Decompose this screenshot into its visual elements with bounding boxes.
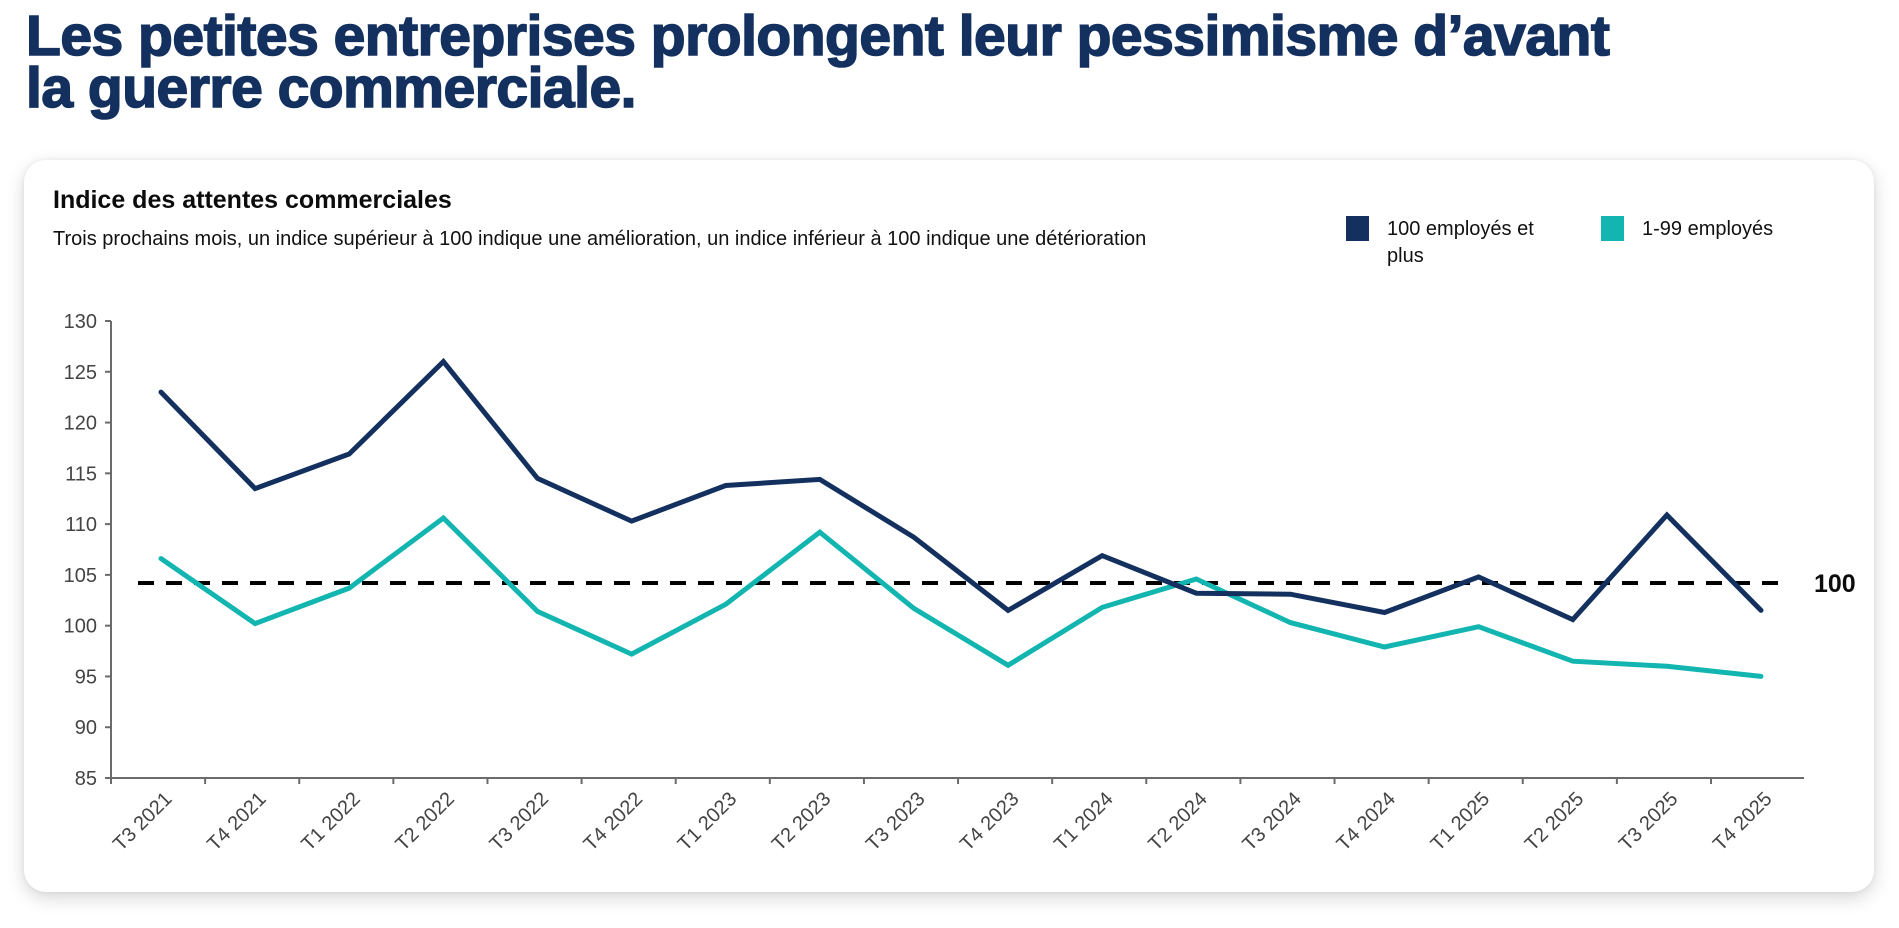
legend-label-small-firms: 1-99 employés xyxy=(1642,218,1774,240)
y-tick-label: 90 xyxy=(75,717,97,739)
y-tick-label: 125 xyxy=(64,362,97,384)
legend-swatch-large-firms xyxy=(1346,216,1369,241)
x-tick-label: T2 2025 xyxy=(1521,788,1588,855)
headline-line-1: Les petites entreprises prolongent leur … xyxy=(25,4,1610,68)
x-tick-label: T1 2022 xyxy=(297,788,364,855)
legend-item-small-firms: 1-99 employés xyxy=(1601,216,1773,270)
series-line-small-firms xyxy=(158,514,1764,679)
x-tick-label: T3 2023 xyxy=(862,788,929,855)
series-line-large-firms xyxy=(158,357,1764,623)
y-tick-label: 120 xyxy=(64,413,97,435)
x-tick-label: T3 2021 xyxy=(109,788,176,855)
y-tick-label: 110 xyxy=(65,514,97,536)
x-tick-label: T4 2021 xyxy=(203,788,270,855)
headline-line-2: la guerre commerciale. xyxy=(25,56,637,120)
x-tick-label: T4 2024 xyxy=(1333,788,1400,855)
series-lines xyxy=(158,357,1764,679)
x-tick-label: T3 2025 xyxy=(1615,788,1682,855)
legend-label-large-firms: 100 employés et plus xyxy=(1387,218,1534,267)
y-tick-label: 115 xyxy=(65,463,97,485)
chart-card: Indice des attentes commerciales Trois p… xyxy=(24,160,1874,892)
y-tick-label: 95 xyxy=(75,666,97,688)
x-tick-label: T4 2023 xyxy=(956,788,1023,855)
headline: Les petites entreprises prolongent leur … xyxy=(25,7,1826,118)
x-tick-label: T4 2025 xyxy=(1709,788,1776,855)
chart-subtitle: Trois prochains mois, un indice supérieu… xyxy=(53,228,1147,250)
y-tick-label: 100 xyxy=(64,616,97,638)
x-tick-label: T3 2024 xyxy=(1238,788,1305,855)
x-tick-label: T2 2023 xyxy=(768,788,835,855)
x-tick-label: T3 2022 xyxy=(486,788,553,855)
x-tick-label: T1 2025 xyxy=(1427,788,1494,855)
x-tick-label: T1 2024 xyxy=(1050,788,1117,855)
x-tick-label: T1 2023 xyxy=(674,788,741,855)
x-tick-label: T4 2022 xyxy=(580,788,647,855)
chart-title: Indice des attentes commerciales xyxy=(53,186,452,214)
y-tick-label: 130 xyxy=(64,311,97,333)
reference-line-label: 100 xyxy=(1814,570,1856,598)
line-chart: 85 90 95 100 105 110 115 120 125 130 T3 2021 T4 202… xyxy=(64,311,1856,855)
legend-item-large-firms: 100 employés et plus xyxy=(1346,216,1557,270)
y-tick-label: 85 xyxy=(75,768,97,790)
legend-swatch-small-firms xyxy=(1601,216,1624,241)
x-tick-label: T2 2024 xyxy=(1144,788,1211,855)
chart-legend: 100 employés et plus 1-99 employés xyxy=(1346,216,1773,270)
y-tick-label: 105 xyxy=(64,565,97,587)
x-tick-label: T2 2022 xyxy=(391,788,458,855)
reference-line-group: 100 xyxy=(138,570,1856,598)
